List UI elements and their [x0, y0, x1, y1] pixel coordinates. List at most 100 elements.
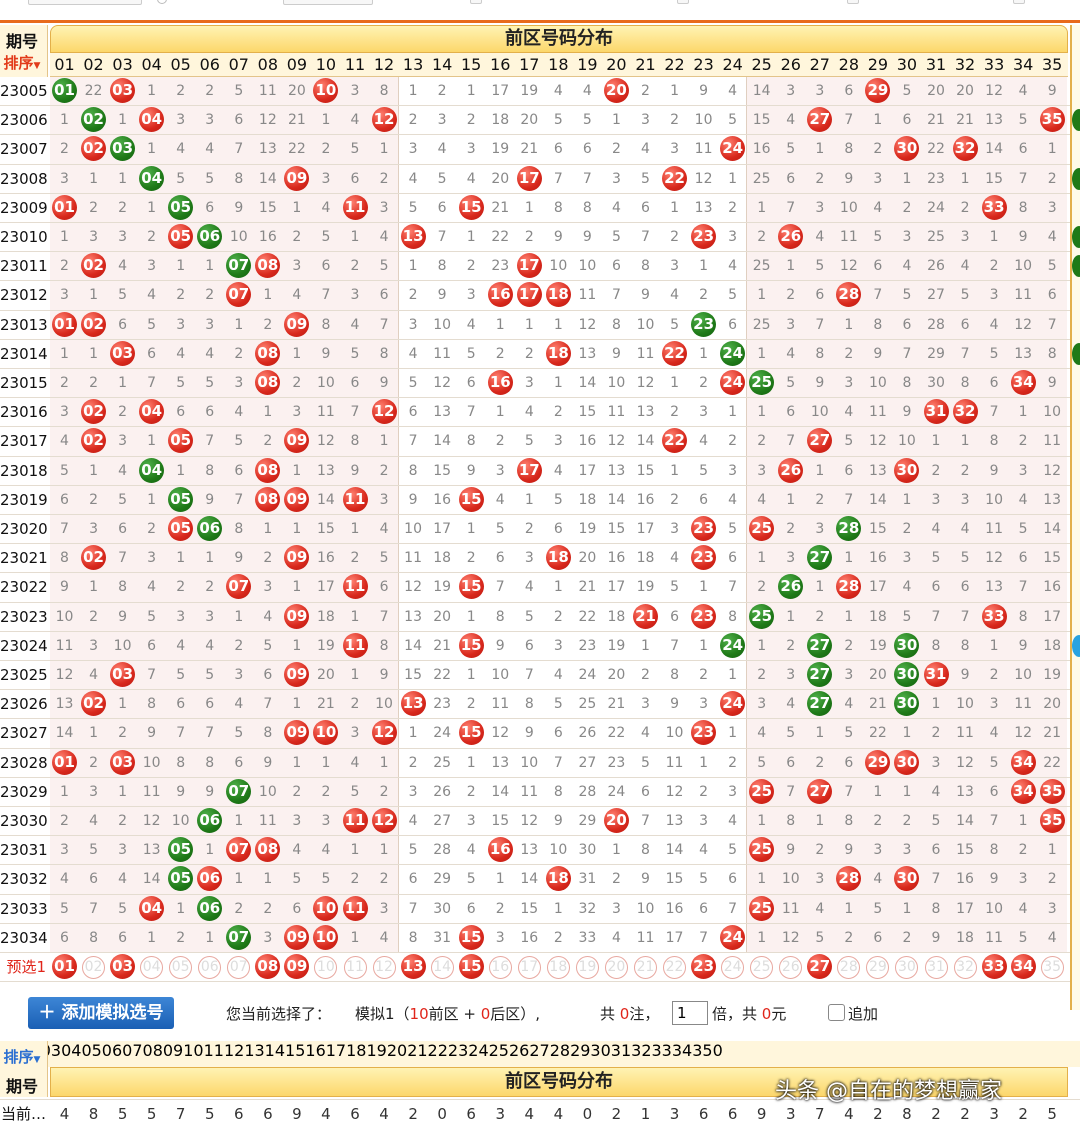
preselect-cell[interactable]: 01 — [50, 953, 79, 981]
preselect-ball[interactable]: 30 — [895, 956, 919, 979]
preselect-cell[interactable]: 02 — [79, 953, 108, 981]
preselect-cell[interactable]: 06 — [195, 953, 224, 981]
preselect-ball[interactable]: 02 — [82, 956, 106, 979]
preselect-ball[interactable]: 06 — [198, 956, 222, 979]
preselect-ball[interactable]: 16 — [488, 956, 512, 979]
preselect-ball[interactable]: 17 — [517, 956, 541, 979]
cell: 2 — [1018, 433, 1028, 450]
drawn-ball: 04 — [139, 457, 165, 483]
preselect-ball[interactable]: 11 — [343, 956, 367, 979]
top-radio[interactable] — [157, 0, 167, 4]
preselect-cell[interactable]: 19 — [573, 953, 602, 981]
add-simulated-pick-button[interactable]: ＋ 添加模拟选号 — [28, 997, 174, 1029]
preselect-ball[interactable]: 12 — [372, 956, 396, 979]
preselect-ball-selected[interactable]: 01 — [52, 954, 77, 979]
preselect-cell[interactable]: 08 — [253, 953, 282, 981]
preselect-cell[interactable]: 34 — [1009, 953, 1038, 981]
cell: 5 — [437, 170, 447, 187]
preselect-ball[interactable]: 24 — [721, 956, 745, 979]
cell: 25 — [747, 515, 776, 543]
preselect-ball[interactable]: 04 — [140, 956, 164, 979]
preselect-ball[interactable]: 22 — [663, 956, 687, 979]
preselect-cell[interactable]: 26 — [776, 953, 805, 981]
top-toggle[interactable] — [677, 0, 689, 4]
preselect-ball-selected[interactable]: 08 — [255, 954, 281, 979]
preselect-ball-selected[interactable]: 15 — [458, 954, 484, 979]
preselect-ball[interactable]: 28 — [837, 956, 861, 979]
preselect-ball[interactable]: 31 — [924, 956, 948, 979]
preselect-cell[interactable]: 16 — [486, 953, 515, 981]
preselect-cell[interactable]: 22 — [660, 953, 689, 981]
preselect-cell[interactable]: 10 — [311, 953, 340, 981]
cell: 3 — [60, 404, 69, 421]
cell: 6 — [641, 783, 650, 800]
preselect-ball[interactable]: 18 — [546, 956, 570, 979]
preselect-cell[interactable]: 29 — [863, 953, 892, 981]
cell: 9 — [205, 491, 215, 508]
preselect-cell[interactable]: 11 — [341, 953, 370, 981]
cell: 2 — [699, 287, 709, 304]
top-toggle[interactable] — [847, 0, 859, 4]
preselect-cell[interactable]: 35 — [1038, 953, 1067, 981]
preselect-ball-selected[interactable]: 13 — [400, 954, 426, 979]
cell: 8 — [582, 199, 592, 216]
preselect-ball[interactable]: 21 — [634, 956, 657, 979]
cell: 2 — [670, 491, 679, 508]
preselect-cell[interactable]: 05 — [166, 953, 195, 981]
top-toggle[interactable] — [1013, 0, 1025, 4]
preselect-cell[interactable]: 07 — [224, 953, 253, 981]
top-select-field[interactable] — [28, 0, 142, 5]
preselect-cell[interactable]: 17 — [515, 953, 544, 981]
preselect-ball[interactable]: 10 — [314, 956, 338, 979]
preselect-cell[interactable]: 13 — [399, 953, 428, 981]
cell: 4 — [350, 754, 360, 771]
preselect-cell[interactable]: 33 — [980, 953, 1009, 981]
preselect-cell[interactable]: 23 — [689, 953, 718, 981]
cell: 34 — [1009, 749, 1038, 777]
preselect-ball-selected[interactable]: 03 — [110, 954, 136, 979]
sort-control[interactable]: 排序▼ — [3, 54, 41, 72]
zone-shade — [50, 515, 399, 544]
preselect-ball[interactable]: 19 — [575, 956, 599, 979]
cell: 5 — [641, 754, 650, 771]
preselect-ball[interactable]: 29 — [866, 956, 890, 979]
preselect-ball[interactable]: 07 — [227, 956, 251, 979]
preselect-cell[interactable]: 30 — [892, 953, 921, 981]
preselect-ball[interactable]: 35 — [1040, 956, 1064, 979]
preselect-ball-selected[interactable]: 23 — [691, 954, 717, 979]
bottom-sort-control[interactable]: 排序▼ — [3, 1048, 41, 1066]
preselect-cell[interactable]: 14 — [428, 953, 457, 981]
preselect-cell[interactable]: 24 — [718, 953, 747, 981]
preselect-ball[interactable]: 14 — [430, 956, 454, 979]
preselect-cell[interactable]: 31 — [922, 953, 951, 981]
preselect-ball-selected[interactable]: 27 — [807, 954, 833, 979]
preselect-ball-selected[interactable]: 34 — [1010, 954, 1036, 979]
preselect-cell[interactable]: 03 — [108, 953, 137, 981]
preselect-cell[interactable]: 20 — [602, 953, 631, 981]
preselect-ball[interactable]: 25 — [750, 956, 774, 979]
preselect-cell[interactable]: 18 — [544, 953, 573, 981]
preselect-ball[interactable]: 32 — [953, 956, 977, 979]
preselect-cell[interactable]: 12 — [370, 953, 399, 981]
preselect-cell[interactable]: 28 — [834, 953, 863, 981]
preselect-ball-selected[interactable]: 09 — [284, 954, 310, 979]
preselect-ball[interactable]: 26 — [779, 956, 803, 979]
preselect-cell[interactable]: 09 — [282, 953, 311, 981]
append-checkbox[interactable] — [828, 1004, 845, 1021]
top-toggle[interactable] — [470, 0, 482, 4]
preselect-cell[interactable]: 04 — [137, 953, 166, 981]
cell: 7 — [147, 667, 157, 683]
drawn-ball: 22 — [662, 428, 688, 454]
drawn-ball: 09 — [284, 924, 310, 950]
preselect-ball[interactable]: 20 — [604, 956, 628, 979]
preselect-ball-selected[interactable]: 33 — [981, 954, 1007, 979]
preselect-cell[interactable]: 32 — [951, 953, 980, 981]
number-header-20: 20 — [606, 55, 627, 74]
preselect-ball[interactable]: 05 — [169, 956, 193, 979]
top-select-field-2[interactable] — [283, 0, 373, 5]
preselect-cell[interactable]: 25 — [747, 953, 776, 981]
multiplier-input[interactable]: 1 — [672, 1001, 708, 1025]
preselect-cell[interactable]: 27 — [805, 953, 834, 981]
preselect-cell[interactable]: 21 — [631, 953, 660, 981]
preselect-cell[interactable]: 15 — [457, 953, 486, 981]
